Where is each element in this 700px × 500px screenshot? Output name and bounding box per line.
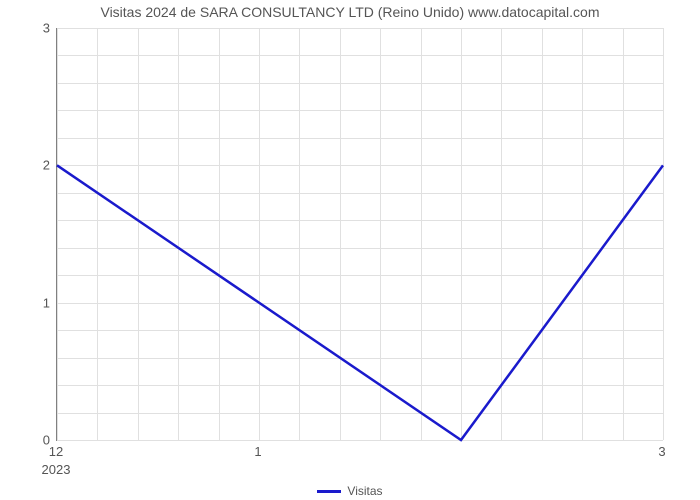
y-tick-label: 2	[36, 158, 50, 173]
plot-area	[56, 28, 663, 441]
legend-label: Visitas	[347, 484, 382, 498]
line-series	[57, 28, 663, 440]
y-tick-label: 3	[36, 21, 50, 36]
chart-container: Visitas 2024 de SARA CONSULTANCY LTD (Re…	[0, 0, 700, 500]
series-line	[57, 165, 663, 440]
chart-title: Visitas 2024 de SARA CONSULTANCY LTD (Re…	[0, 4, 700, 20]
grid-line-horizontal	[57, 440, 663, 441]
x-tick-label: 1	[254, 444, 261, 459]
grid-line-vertical	[663, 28, 664, 440]
x-tick-label: 3	[658, 444, 665, 459]
x-tick-label: 12	[49, 444, 63, 459]
x-tick-sublabel: 2023	[42, 462, 71, 477]
y-tick-label: 1	[36, 295, 50, 310]
legend-swatch	[317, 490, 341, 493]
legend: Visitas	[0, 484, 700, 498]
